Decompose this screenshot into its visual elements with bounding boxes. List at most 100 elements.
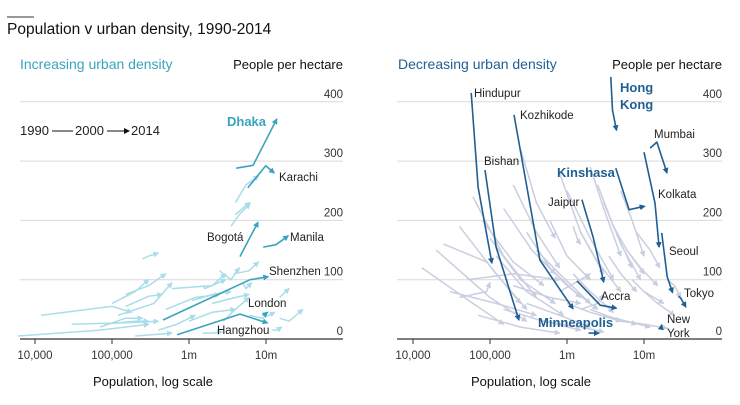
left-city-arrow <box>191 289 232 302</box>
city-arrow-manila <box>263 235 290 248</box>
right-city-arrow <box>466 273 561 283</box>
right-x-tick-label: 100,000 <box>469 350 511 362</box>
left-city-arrow <box>41 305 133 317</box>
left-city-arrow <box>158 314 196 331</box>
chart-title: Population v urban density, 1990-2014 <box>7 21 272 38</box>
right-city-arrow <box>620 190 646 257</box>
left-city-arrow <box>212 292 250 305</box>
right-city-arrow <box>635 231 661 269</box>
legend-1990: 1990 <box>20 123 49 138</box>
label-bogota: Bogotá <box>207 232 244 244</box>
left-city-arrow <box>99 315 144 328</box>
right-y-tick-label: 400 <box>703 89 722 101</box>
city-arrow-jaipur <box>581 199 606 284</box>
left-city-arrow <box>17 321 150 337</box>
label-dhaka: Dhaka <box>227 114 267 129</box>
right-city-arrow <box>549 220 591 281</box>
left-city-arrow <box>242 281 253 290</box>
year-legend: 1990 2000 2014 <box>20 123 160 138</box>
right-x-tick-label: 10,000 <box>395 350 430 362</box>
right-panel-subtitle: Decreasing urban density <box>398 56 557 72</box>
right-city-arrow <box>535 249 591 305</box>
right-city-arrow <box>643 291 676 316</box>
left-city-arrow <box>279 287 290 299</box>
right-city-arrow <box>603 314 652 329</box>
label-hong-kong-line1: Hong <box>620 80 653 95</box>
city-arrow-seoul <box>660 232 674 294</box>
right-city-arrow <box>512 184 561 269</box>
label-tokyo: Tokyo <box>684 288 714 300</box>
right-x-tick-label: 1m <box>559 350 575 362</box>
left-city-arrow <box>230 203 251 227</box>
right-city-arrow <box>631 279 665 305</box>
right-y-axis-label: People per hectare <box>612 57 722 72</box>
right-city-arrow <box>566 190 615 281</box>
label-mumbai: Mumbai <box>654 129 695 141</box>
right-y-tick-label: 200 <box>703 207 722 219</box>
city-arrow-hangzhou <box>176 313 269 336</box>
city-arrow-hong-kong <box>610 76 619 132</box>
left-city-arrow <box>233 261 260 275</box>
left-city-arrow <box>171 273 227 290</box>
label-new-york: New York <box>667 314 691 340</box>
label-hong-kong: Hong Kong <box>620 80 653 112</box>
left-city-arrow <box>219 266 240 281</box>
left-y-axis-label: People per hectare <box>233 57 343 72</box>
city-arrow-karachi <box>247 165 276 189</box>
right-city-arrow <box>526 302 592 329</box>
label-minneapolis: Minneapolis <box>538 315 613 330</box>
city-arrow-bogot- <box>239 221 259 257</box>
right-city-arrow <box>459 281 491 299</box>
right-city-arrow <box>589 166 622 257</box>
city-arrow-dhaka <box>236 118 278 169</box>
left-y-tick-label: 100 <box>324 267 343 279</box>
right-city-arrow <box>579 231 622 293</box>
left-city-arrow <box>125 292 164 308</box>
label-bishan: Bishan <box>484 156 519 168</box>
city-arrow-london <box>261 311 269 318</box>
right-city-arrow <box>449 290 538 317</box>
left-city-arrow <box>135 330 173 337</box>
right-city-arrow <box>626 249 659 287</box>
city-arrow-shenzhen <box>162 274 270 321</box>
left-city-arrow <box>222 296 250 322</box>
right-city-arrow <box>526 231 582 299</box>
label-kozhikode: Kozhikode <box>520 110 574 122</box>
city-arrow-hindupur <box>470 92 494 265</box>
city-arrow-mumbai <box>649 141 669 174</box>
left-city-arrow <box>165 292 221 311</box>
city-arrow-kinshasa <box>615 167 646 211</box>
label-jaipur: Jaipur <box>548 197 579 209</box>
legend-2014: 2014 <box>131 123 160 138</box>
left-x-tick-label: 1m <box>181 350 197 362</box>
legend-2000: 2000 <box>75 123 104 138</box>
right-x-tick-label: 10m <box>633 350 655 362</box>
left-city-arrow <box>279 308 304 322</box>
label-accra: Accra <box>601 291 631 303</box>
city-arrow-bishan <box>484 169 521 321</box>
left-x-tick-label: 10m <box>255 350 277 362</box>
right-city-arrow <box>620 320 669 331</box>
left-city-arrow <box>117 281 173 317</box>
label-manila: Manila <box>290 232 324 244</box>
right-city-arrow <box>566 302 622 323</box>
right-city-arrow <box>477 314 561 336</box>
right-city-arrow <box>603 202 642 281</box>
left-city-arrow <box>71 318 160 325</box>
label-hong-kong-line2: Kong <box>620 97 653 112</box>
left-city-arrow <box>111 279 150 305</box>
right-city-arrow <box>512 284 582 306</box>
label-seoul: Seoul <box>669 246 698 258</box>
left-y-tick-label: 400 <box>324 89 343 101</box>
label-new-york-line2: York <box>667 328 690 340</box>
label-hangzhou: Hangzhou <box>217 325 269 337</box>
left-city-arrow <box>272 326 283 333</box>
right-city-arrow <box>559 273 592 293</box>
city-arrow-tokyo <box>677 295 687 308</box>
right-city-arrow <box>458 225 528 311</box>
left-city-arrow <box>188 307 237 322</box>
left-y-tick-label: 300 <box>324 148 343 160</box>
label-karachi: Karachi <box>279 172 318 184</box>
right-city-arrow <box>608 255 638 293</box>
